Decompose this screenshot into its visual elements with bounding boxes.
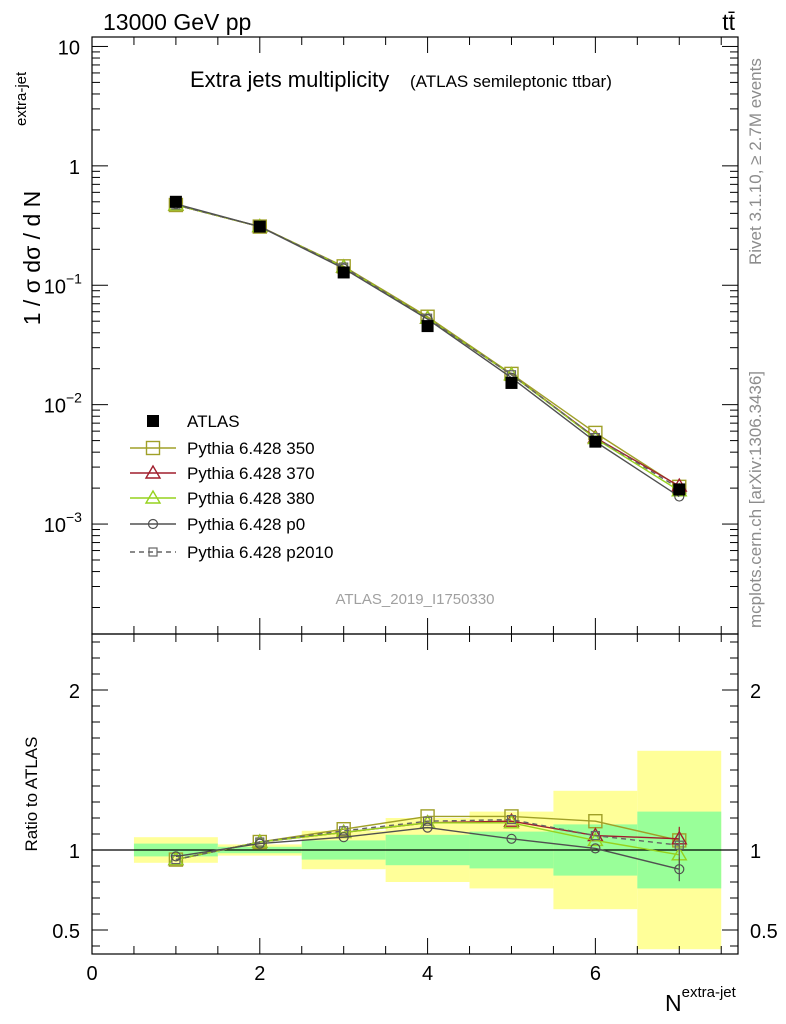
point-data bbox=[589, 435, 602, 448]
ratio-x-tick-label: 2 bbox=[254, 963, 265, 985]
legend-label-data: ATLAS bbox=[187, 412, 240, 431]
legend-label-p370: Pythia 6.428 370 bbox=[187, 464, 315, 483]
main-y-tick-label-exp: −1 bbox=[66, 270, 82, 286]
legend-label-p2010: Pythia 6.428 p2010 bbox=[187, 543, 334, 562]
process-label: tt̄ bbox=[722, 9, 735, 35]
main-y-axis-label-main: 1 / σ dσ / d N bbox=[19, 191, 45, 326]
ratio-axis-ticks bbox=[91, 634, 738, 954]
main-y-tick-label: 10−1 bbox=[44, 270, 82, 298]
point-data bbox=[169, 195, 182, 208]
ratio-y-tick-label: 2 bbox=[69, 681, 80, 703]
ratio-point-p2010 bbox=[171, 854, 181, 865]
main-y-tick-label-base: 10 bbox=[44, 396, 66, 418]
ratio-point-p0 bbox=[254, 838, 265, 849]
main-y-tick-label-base: 10 bbox=[44, 515, 66, 537]
ratio-point-p0 bbox=[422, 822, 433, 833]
ratio-point-p2010 bbox=[506, 814, 517, 825]
legend-label-p0: Pythia 6.428 p0 bbox=[187, 515, 305, 534]
point-data bbox=[421, 320, 434, 333]
ratio-y-axis-label: Ratio to ATLAS bbox=[22, 737, 41, 852]
ratio-line-p0 bbox=[175, 826, 680, 870]
ratio-point-p2010 bbox=[422, 816, 433, 826]
ratio-y-tick-label-right: 0.5 bbox=[750, 921, 778, 943]
ratio-point-p0 bbox=[506, 833, 517, 844]
legend-marker-p350 bbox=[145, 440, 161, 456]
ratio-point-p350 bbox=[336, 822, 351, 837]
legend: ATLAS Pythia 6.428 350 Pythia 6.428 370 Pyt… bbox=[130, 412, 334, 562]
main-y-tick-label-exp: −2 bbox=[66, 390, 82, 406]
main-series-layer bbox=[167, 195, 688, 502]
main-y-tick-label-exp: −3 bbox=[66, 509, 82, 525]
point-data bbox=[505, 376, 518, 389]
legend-entry-data: ATLAS bbox=[147, 412, 240, 431]
main-plot-title: Extra jets multiplicity bbox=[190, 67, 389, 92]
main-y-tick-label: 1 bbox=[69, 157, 80, 179]
ratio-x-tick-label: 6 bbox=[590, 963, 601, 985]
legend-entry-p370: Pythia 6.428 370 bbox=[130, 464, 315, 483]
ratio-y-tick-label: 0.5 bbox=[52, 921, 80, 943]
ratio-point-p2010 bbox=[590, 830, 600, 841]
ratio-point-p2010 bbox=[339, 826, 349, 836]
ratio-y-tick-label-right: 1 bbox=[750, 841, 761, 863]
ratio-series-layer bbox=[167, 809, 688, 882]
legend-label-p350: Pythia 6.428 350 bbox=[187, 439, 315, 458]
x-axis-label-main: N bbox=[665, 990, 682, 1016]
main-y-tick-label-base: 10 bbox=[44, 276, 66, 298]
series-data bbox=[169, 195, 686, 496]
point-data bbox=[337, 266, 350, 279]
ratio-y-tick-labels: 0.5 0.5 1 1 2 2 bbox=[52, 681, 778, 943]
main-y-tick-label: 10−3 bbox=[44, 509, 82, 537]
ratio-point-p0 bbox=[170, 851, 181, 862]
main-y-tick-label: 10−2 bbox=[44, 390, 82, 418]
legend-marker-p0 bbox=[147, 518, 159, 530]
main-y-tick-label: 10 bbox=[58, 37, 80, 59]
ratio-plot-frame bbox=[91, 633, 739, 955]
ratio-plot: 0.5 0.5 1 1 2 2 0 2 4 6 Ratio to ATLAS Nextra-je… bbox=[22, 633, 778, 1016]
main-y-axis-label: 1 / σ dσ / d N extra-jet bbox=[13, 71, 45, 325]
legend-entry-p2010: Pythia 6.428 p2010 bbox=[130, 543, 334, 562]
ratio-series-p0 bbox=[170, 822, 685, 882]
analysis-watermark: ATLAS_2019_I1750330 bbox=[335, 591, 494, 608]
ratio-x-tick-labels: 0 2 4 6 bbox=[86, 963, 601, 985]
rivet-label: Rivet 3.1.10, ≥ 2.7M events bbox=[746, 58, 765, 265]
point-data bbox=[673, 483, 686, 496]
main-axis-ticks bbox=[91, 37, 738, 634]
x-axis-label-sup: extra-jet bbox=[682, 984, 737, 1001]
ratio-series-p2010 bbox=[171, 814, 684, 865]
main-y-axis-label-sup: extra-jet bbox=[13, 71, 30, 126]
legend-marker-p2010 bbox=[148, 547, 158, 557]
mcplots-label: mcplots.cern.ch [arXiv:1306.3436] bbox=[746, 371, 765, 628]
legend-entry-p0: Pythia 6.428 p0 bbox=[130, 515, 305, 534]
legend-entry-p350: Pythia 6.428 350 bbox=[130, 439, 315, 458]
ratio-point-p0 bbox=[674, 864, 685, 875]
ratio-x-tick-label: 0 bbox=[86, 963, 97, 985]
main-plot-subtitle: (ATLAS semileptonic ttbar) bbox=[410, 72, 612, 91]
legend-entry-p380: Pythia 6.428 380 bbox=[130, 489, 315, 508]
point-data bbox=[253, 220, 266, 233]
legend-marker-data bbox=[147, 415, 159, 427]
ratio-line-p2010 bbox=[175, 818, 680, 861]
legend-marker-p370 bbox=[144, 464, 162, 479]
ratio-point-p2010 bbox=[674, 840, 684, 850]
ratio-y-tick-label-right: 2 bbox=[750, 681, 761, 703]
legend-label-p380: Pythia 6.428 380 bbox=[187, 489, 315, 508]
ratio-point-p0 bbox=[338, 832, 349, 843]
ratio-x-tick-label: 4 bbox=[422, 963, 433, 985]
ratio-point-p0 bbox=[590, 843, 601, 854]
x-axis-label: Nextra-jet bbox=[665, 984, 737, 1016]
ratio-y-tick-label: 1 bbox=[69, 841, 80, 863]
legend-marker-p380 bbox=[144, 489, 162, 504]
energy-label: 13000 GeV pp bbox=[103, 9, 251, 35]
